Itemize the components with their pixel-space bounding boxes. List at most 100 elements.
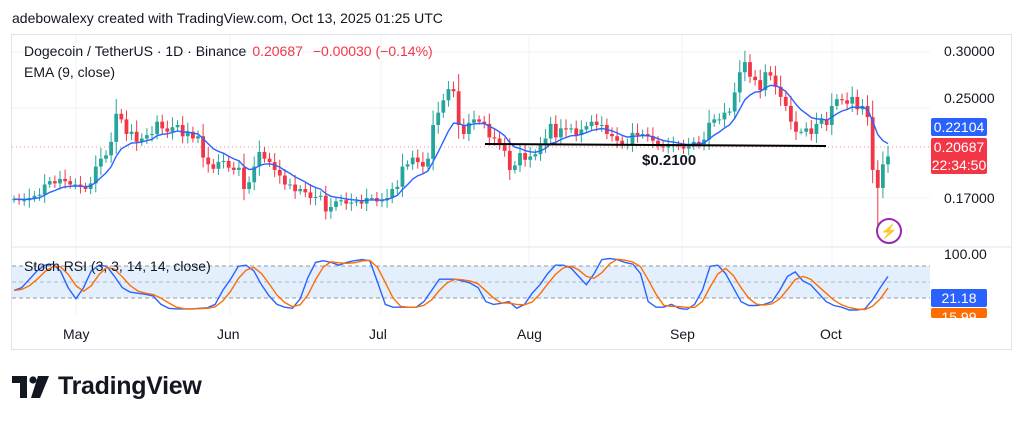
candle-body xyxy=(303,189,308,193)
candle-body xyxy=(380,200,384,202)
candle-body xyxy=(354,201,359,203)
last-price-tag-value: 0.20687 xyxy=(933,139,985,155)
candle-body xyxy=(196,136,200,139)
candle-body xyxy=(681,146,686,149)
candle-body xyxy=(369,198,374,199)
candle-body xyxy=(22,200,27,202)
lightning-icon[interactable]: ⚡ xyxy=(876,218,902,244)
candlestick-series xyxy=(12,50,890,238)
candle-body xyxy=(548,123,553,139)
candle-body xyxy=(865,105,870,118)
candle-body xyxy=(722,112,727,120)
candle-body xyxy=(635,132,640,136)
candle-body xyxy=(737,72,742,93)
candle-body xyxy=(492,137,497,139)
candle-body xyxy=(231,167,236,170)
candle-body xyxy=(763,72,768,91)
candle-body xyxy=(134,131,139,142)
candle-body xyxy=(155,121,160,134)
candle-body xyxy=(160,121,165,129)
ema-legend[interactable]: EMA (9, close) xyxy=(24,64,116,80)
month-label-may: May xyxy=(63,326,90,342)
candle-body xyxy=(426,158,430,167)
candle-body xyxy=(768,72,773,76)
stoch-legend[interactable]: Stoch RSI (3, 3, 14, 14, close) xyxy=(24,258,211,274)
stoch-k-tag: 21.18 xyxy=(931,289,987,307)
candle-body xyxy=(93,166,98,184)
candle-body xyxy=(855,96,860,110)
candle-body xyxy=(523,153,528,160)
candle-body xyxy=(579,129,584,136)
candle-body xyxy=(640,133,645,136)
attribution-header: adebowalexy created with TradingView.com… xyxy=(12,10,443,26)
candle-body xyxy=(599,125,604,126)
candle-body xyxy=(518,153,522,166)
candle-body xyxy=(298,189,303,192)
candle-body xyxy=(528,156,533,160)
candle-body xyxy=(461,125,466,134)
candle-body xyxy=(620,140,625,146)
candle-body xyxy=(185,131,190,137)
candle-body xyxy=(170,127,175,132)
candle-body xyxy=(124,119,129,134)
month-label-jul: Jul xyxy=(369,326,387,342)
candle-body xyxy=(190,131,195,139)
candle-body xyxy=(589,121,594,127)
candle-body xyxy=(630,132,635,145)
candle-body xyxy=(180,125,185,137)
candle-body xyxy=(783,96,788,106)
candle-body xyxy=(564,128,568,130)
candle-body xyxy=(349,202,354,204)
tradingview-logo[interactable]: TradingView xyxy=(12,372,202,401)
candle-body xyxy=(267,158,272,163)
candle-body xyxy=(650,136,655,141)
candle-body xyxy=(83,186,88,190)
symbol-name: Dogecoin / TetherUS · 1D · Binance xyxy=(24,43,247,59)
candle-body xyxy=(206,157,211,165)
candle-body xyxy=(32,195,37,198)
candle-body xyxy=(405,164,410,167)
candle-body xyxy=(661,146,666,148)
candle-body xyxy=(610,133,614,137)
candle-body xyxy=(308,192,313,198)
price-tick-025: 0.25000 xyxy=(944,90,995,106)
candle-body xyxy=(712,119,717,123)
candle-body xyxy=(466,122,471,134)
candle-body xyxy=(829,105,834,125)
candle-body xyxy=(37,194,42,196)
candle-body xyxy=(748,62,752,77)
candle-body xyxy=(753,76,758,81)
candle-body xyxy=(472,119,476,123)
candle-body xyxy=(390,189,395,198)
candle-body xyxy=(870,117,875,170)
candle-body xyxy=(456,91,461,125)
candle-body xyxy=(497,138,502,146)
candle-body xyxy=(507,150,512,170)
countdown-timer: 22:34:50 xyxy=(931,157,987,173)
candle-body xyxy=(339,200,344,202)
month-label-aug: Aug xyxy=(517,326,542,342)
stoch-k-line xyxy=(13,257,889,311)
month-label-oct: Oct xyxy=(820,326,842,342)
candle-body xyxy=(799,131,804,133)
candle-body xyxy=(119,113,124,120)
candle-body xyxy=(574,128,579,136)
candle-body xyxy=(538,145,543,155)
last-price-value: 0.20687 xyxy=(252,43,303,59)
candle-body xyxy=(717,119,722,121)
candle-body xyxy=(446,89,451,101)
symbol-legend[interactable]: Dogecoin / TetherUS · 1D · Binance 0.2068… xyxy=(24,43,433,59)
candle-body xyxy=(594,121,599,125)
rsi-tick-100: 100.00 xyxy=(944,246,987,262)
candle-body xyxy=(282,175,287,185)
candle-body xyxy=(794,121,798,132)
candle-body xyxy=(129,131,134,134)
stoch-d-tag: 15.99 xyxy=(931,308,987,318)
candle-body xyxy=(252,166,257,183)
candle-body xyxy=(880,164,885,188)
candle-body xyxy=(139,138,144,142)
candle-body xyxy=(293,184,298,192)
candle-body xyxy=(487,123,492,138)
candle-body xyxy=(272,162,277,170)
